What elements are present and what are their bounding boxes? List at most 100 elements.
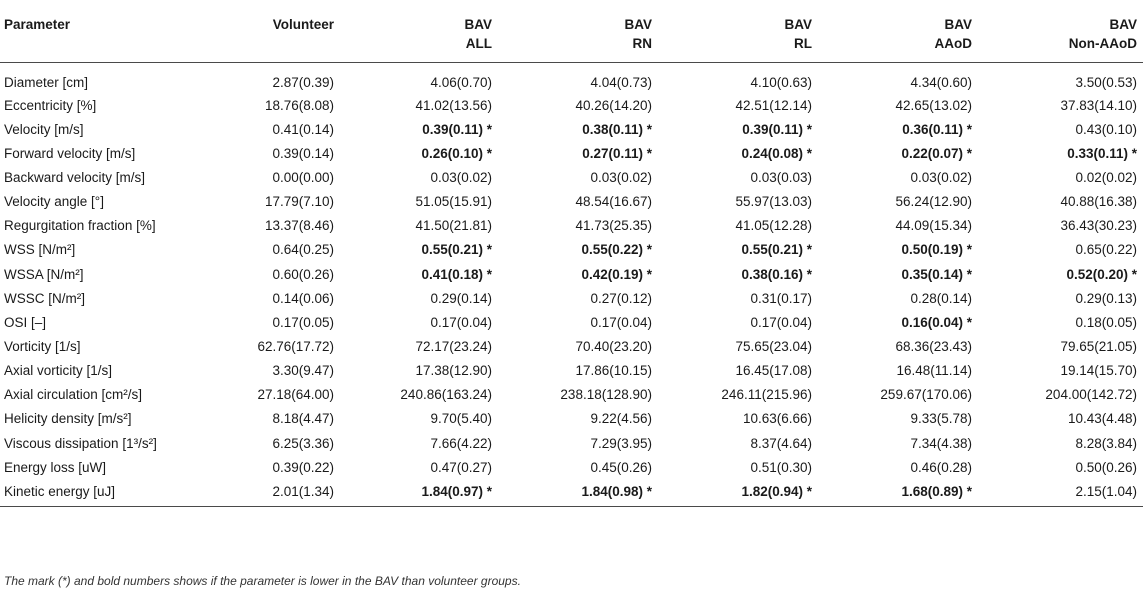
value-cell: 0.16(0.04) *	[901, 314, 972, 330]
table-row: Kinetic energy [uJ] 2.01(1.34) 1.84(0.97) …	[0, 479, 1143, 508]
value-cell: 0.36(0.11) *	[902, 121, 972, 137]
value-cell: 0.35(0.14) *	[901, 266, 972, 282]
value-cell: 0.03(0.02)	[910, 169, 972, 185]
value-cell: 0.31(0.17)	[750, 290, 812, 306]
value-cell: 4.34(0.60)	[910, 74, 972, 90]
value-cell: 0.46(0.28)	[910, 459, 972, 475]
value-cell: 238.18(128.90)	[560, 387, 652, 403]
value-cell: 0.17(0.04)	[590, 314, 652, 330]
value-cell: 0.41(0.18) *	[421, 266, 492, 282]
value-cell: 0.43(0.10)	[1075, 121, 1137, 137]
value-cell: 0.55(0.21) *	[421, 242, 492, 258]
table-row: Eccentricity [%] 18.76(8.08) 41.02(13.56) 4…	[0, 93, 1143, 117]
value-cell: 55.97(13.03)	[735, 194, 812, 210]
table-row: Vorticity [1/s] 62.76(17.72) 72.17(23.24) 7…	[0, 334, 1143, 358]
value-cell: 0.39(0.22)	[272, 459, 334, 475]
value-cell: 9.33(5.78)	[910, 411, 972, 427]
value-cell: 0.24(0.08) *	[741, 145, 812, 161]
value-cell: 44.09(15.34)	[895, 218, 972, 234]
value-cell: 2.01(1.34)	[230, 479, 350, 508]
value-cell: 8.18(4.47)	[272, 411, 334, 427]
table-row: Velocity angle [°] 17.79(7.10) 51.05(15.91…	[0, 190, 1143, 214]
value-cell: 41.02(13.56)	[415, 97, 492, 113]
column-header-col5: BAV	[944, 17, 972, 32]
value-cell: 1.84(0.98) *	[510, 479, 670, 508]
column-subheader-col1	[230, 32, 350, 63]
value-cell: 2.15(1.04)	[990, 479, 1143, 508]
value-cell: 27.18(64.00)	[257, 387, 334, 403]
column-header-col6: BAV	[1109, 17, 1137, 32]
value-cell: 240.86(163.24)	[400, 387, 492, 403]
column-subheader-col4: RL	[670, 32, 830, 63]
parameter-cell: Helicity density [m/s²]	[4, 411, 132, 427]
parameter-cell: Axial circulation [cm²/s]	[4, 387, 143, 403]
value-cell: 0.55(0.22) *	[581, 242, 652, 258]
value-cell: 7.34(4.38)	[910, 435, 972, 451]
parameter-cell: Eccentricity [%]	[4, 97, 97, 113]
table-row: Energy loss [uW] 0.39(0.22) 0.47(0.27) 0.45…	[0, 455, 1143, 479]
results-table: Parameter Volunteer BAV BAV BAV BAV BAV ALL RN R…	[0, 0, 1143, 508]
parameter-cell: Vorticity [1/s]	[4, 338, 81, 354]
value-cell: 3.50(0.53)	[1075, 74, 1137, 90]
table-row: Diameter [cm] 2.87(0.39) 4.06(0.70) 4.04(0.…	[0, 63, 1143, 94]
value-cell: 0.27(0.11) *	[582, 145, 652, 161]
value-cell: 259.67(170.06)	[880, 387, 972, 403]
parameter-cell: Diameter [cm]	[4, 74, 89, 90]
value-cell: 0.50(0.19) *	[901, 242, 972, 258]
parameter-cell: Forward velocity [m/s]	[4, 145, 136, 161]
value-cell: 62.76(17.72)	[257, 338, 334, 354]
value-cell: 1.84(0.97) *	[350, 479, 510, 508]
value-cell: 37.83(14.10)	[1060, 97, 1137, 113]
value-cell: 204.00(142.72)	[1045, 387, 1137, 403]
column-subheader-col2: ALL	[350, 32, 510, 63]
table-row: Axial vorticity [1/s] 3.30(9.47) 17.38(12.…	[0, 359, 1143, 383]
value-cell: 0.03(0.02)	[590, 169, 652, 185]
parameter-cell: WSS [N/m²]	[4, 242, 76, 258]
value-cell: 0.60(0.26)	[272, 266, 334, 282]
value-cell: 17.86(10.15)	[575, 363, 652, 379]
value-cell: 0.39(0.14)	[272, 145, 334, 161]
table-row: Axial circulation [cm²/s] 27.18(64.00) 240…	[0, 383, 1143, 407]
parameter-cell: Velocity angle [°]	[4, 194, 104, 210]
results-table-container: Parameter Volunteer BAV BAV BAV BAV BAV ALL RN R…	[0, 0, 1143, 508]
value-cell: 8.37(4.64)	[750, 435, 812, 451]
value-cell: 19.14(15.70)	[1060, 363, 1137, 379]
value-cell: 16.48(11.14)	[896, 363, 972, 379]
column-header-col4: BAV	[784, 17, 812, 32]
parameter-cell: Viscous dissipation [1³/s²]	[4, 435, 157, 451]
value-cell: 0.03(0.03)	[750, 169, 812, 185]
column-header-col3: BAV	[624, 17, 652, 32]
value-cell: 72.17(23.24)	[415, 338, 492, 354]
value-cell: 0.39(0.11) *	[742, 121, 812, 137]
value-cell: 0.38(0.11) *	[582, 121, 652, 137]
parameter-cell: Regurgitation fraction [%]	[4, 218, 156, 234]
value-cell: 1.68(0.89) *	[830, 479, 990, 508]
value-cell: 0.33(0.11) *	[1067, 145, 1137, 161]
value-cell: 9.22(4.56)	[590, 411, 652, 427]
column-header-parameter: Parameter	[4, 17, 71, 32]
column-subheader-col3: RN	[510, 32, 670, 63]
value-cell: 0.03(0.02)	[430, 169, 492, 185]
value-cell: 0.17(0.04)	[750, 314, 812, 330]
value-cell: 51.05(15.91)	[415, 194, 492, 210]
value-cell: 0.27(0.12)	[590, 290, 652, 306]
value-cell: 10.43(4.48)	[1067, 411, 1137, 427]
parameter-cell: WSSC [N/m²]	[4, 290, 85, 306]
parameter-cell: Axial vorticity [1/s]	[4, 363, 113, 379]
parameter-cell: WSSA [N/m²]	[4, 266, 84, 282]
value-cell: 48.54(16.67)	[575, 194, 652, 210]
value-cell: 0.50(0.26)	[1075, 459, 1137, 475]
value-cell: 75.65(23.04)	[735, 338, 812, 354]
value-cell: 0.17(0.04)	[430, 314, 492, 330]
table-row: Velocity [m/s] 0.41(0.14) 0.39(0.11) * 0.38…	[0, 117, 1143, 141]
value-cell: 0.00(0.00)	[272, 169, 334, 185]
table-header: Parameter Volunteer BAV BAV BAV BAV BAV ALL RN R…	[0, 0, 1143, 63]
parameter-cell: Kinetic energy [uJ]	[0, 479, 230, 508]
table-row: Regurgitation fraction [%] 13.37(8.46) 41.…	[0, 214, 1143, 238]
table-row: WSSA [N/m²] 0.60(0.26) 0.41(0.18) * 0.42(0.…	[0, 262, 1143, 286]
value-cell: 17.38(12.90)	[415, 363, 492, 379]
parameter-cell: Velocity [m/s]	[4, 121, 84, 137]
table-body: Diameter [cm] 2.87(0.39) 4.06(0.70) 4.04(0.…	[0, 63, 1143, 508]
column-header-col1: Volunteer	[272, 17, 334, 32]
value-cell: 17.79(7.10)	[264, 194, 334, 210]
